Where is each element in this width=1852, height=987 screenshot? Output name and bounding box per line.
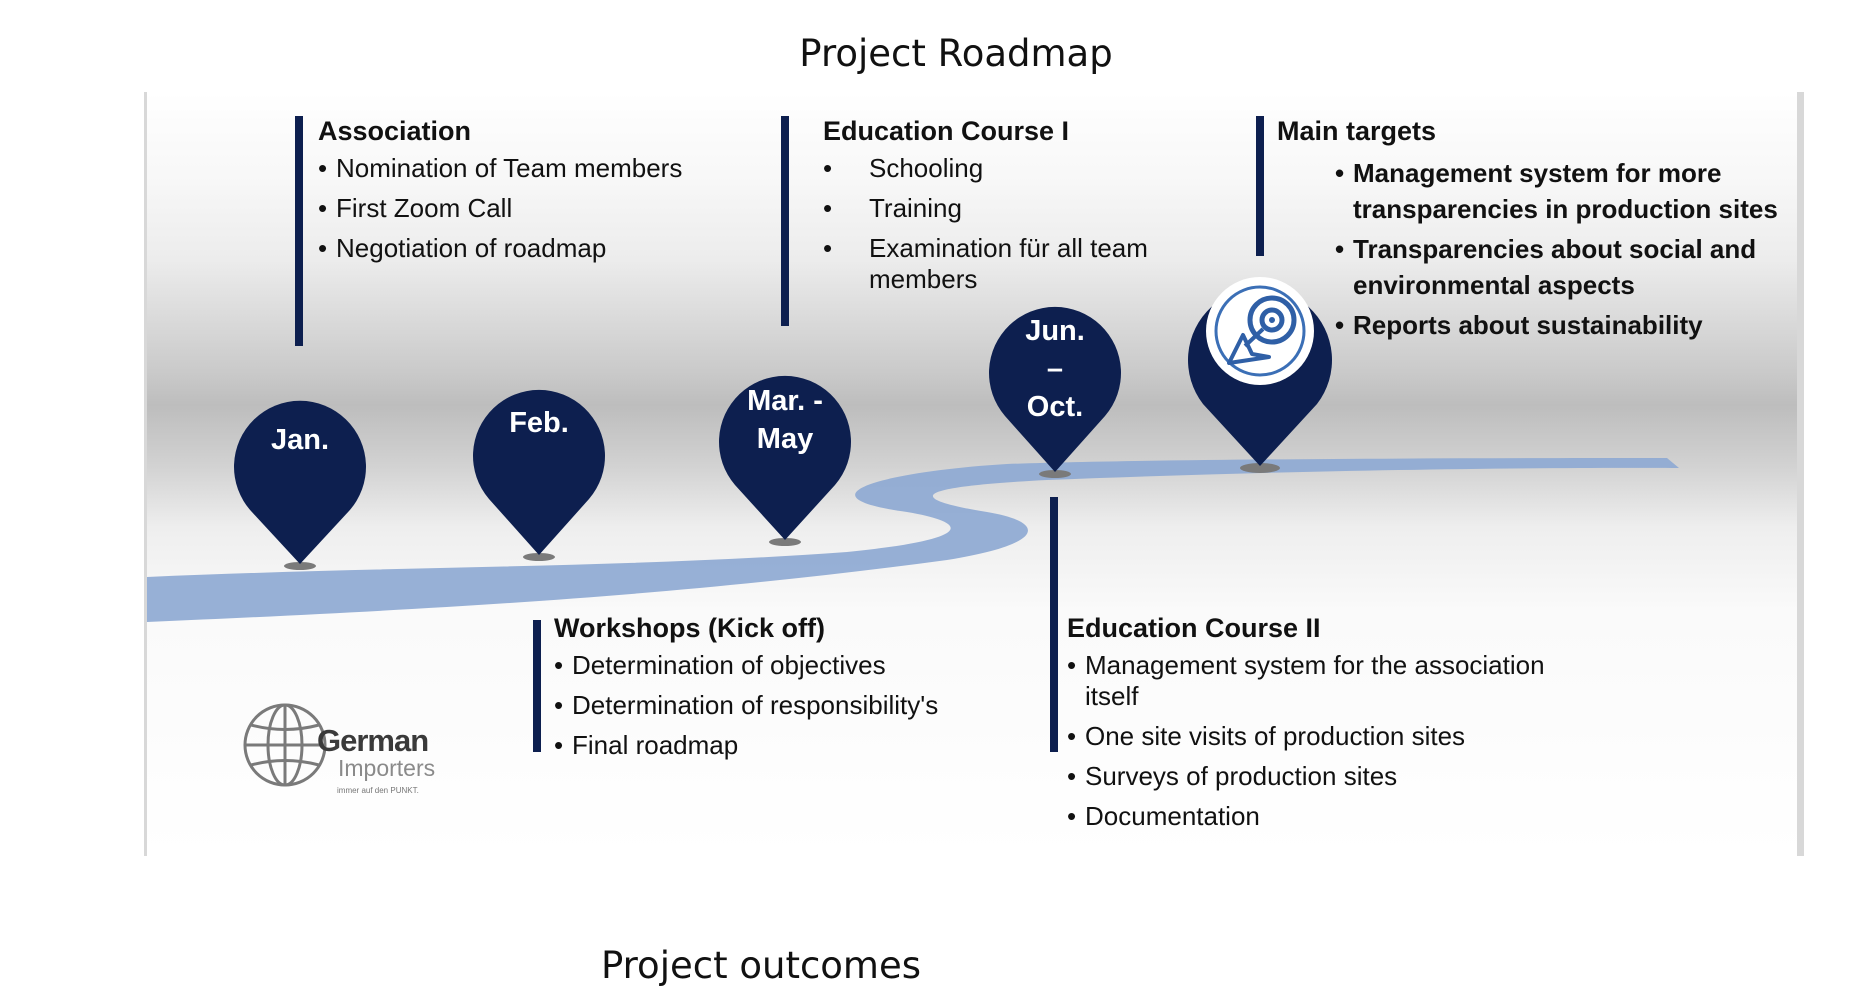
milestone-item: Management system for the association it… [1067, 650, 1587, 712]
connector-bar [781, 116, 789, 326]
milestone-education-course-1: Education Course I Schooling Training Ex… [823, 116, 1213, 304]
pin-jan [234, 400, 367, 564]
milestone-item: One site visits of production sites [1067, 721, 1587, 752]
pin-feb [473, 389, 605, 555]
connector-bar [1256, 116, 1264, 256]
roadmap-slide: Jan. Feb. Mar. - May Jun. – Oct. Associa… [144, 92, 1804, 856]
target-cursor-icon [1206, 277, 1314, 385]
pin-shadow [523, 553, 555, 561]
logo-name: German [317, 723, 429, 758]
pin-jun-oct [989, 306, 1121, 472]
milestone-item: Nomination of Team members [318, 153, 778, 184]
milestone-item: Reports about sustainability [1335, 307, 1797, 343]
milestone-heading: Association [318, 116, 472, 146]
globe-logo-icon [243, 703, 327, 787]
german-importers-logo: German Importers immer auf den PUNKT. [243, 702, 453, 812]
timeline-road [147, 458, 1679, 622]
roadmap-graphic [147, 116, 1679, 787]
pin-label-mar-may: Mar. - May [747, 385, 823, 455]
milestone-main-targets: Main targets Management system for more … [1277, 116, 1797, 347]
milestone-heading: Education Course II [1067, 613, 1321, 643]
milestone-heading: Main targets [1277, 116, 1437, 146]
milestone-item: Management system for more transparencie… [1335, 155, 1797, 227]
milestone-workshops: Workshops (Kick off) Determination of ob… [554, 613, 1054, 770]
milestone-item: Training [823, 193, 1213, 224]
connector-bar [295, 116, 303, 346]
milestone-item: Final roadmap [554, 730, 1054, 761]
page-title: Project Roadmap [799, 32, 1113, 75]
milestone-item: Determination of responsibility's [554, 690, 1054, 721]
pin-shadow [769, 538, 801, 546]
pin-shadow [1039, 470, 1071, 478]
milestone-item: Examination für all team members [823, 233, 1213, 295]
milestone-item: Negotiation of roadmap [318, 233, 778, 264]
pin-shadow [1240, 463, 1280, 473]
pin-shadow [284, 562, 316, 570]
section-title-outcomes: Project outcomes [601, 944, 922, 987]
connector-bar [533, 620, 541, 752]
milestone-item: First Zoom Call [318, 193, 778, 224]
milestone-item: Determination of objectives [554, 650, 1054, 681]
pin-label-jan: Jan. [270, 424, 330, 456]
milestone-item: Documentation [1067, 801, 1587, 832]
milestone-item: Schooling [823, 153, 1213, 184]
milestone-heading: Workshops (Kick off) [554, 613, 826, 643]
logo-tagline: immer auf den PUNKT. [337, 786, 419, 795]
connector-bar [1050, 497, 1058, 752]
milestone-heading: Education Course I [823, 116, 1070, 146]
milestone-item: Transparencies about social and environm… [1335, 231, 1797, 303]
pin-label-jun-oct: Jun. – Oct. [1025, 315, 1085, 423]
logo-subtitle: Importers [338, 755, 436, 781]
milestone-association: Association Nomination of Team members F… [318, 116, 778, 273]
pin-label-feb: Feb. [509, 407, 569, 439]
pin-mar-may [719, 375, 851, 540]
milestone-item: Surveys of production sites [1067, 761, 1587, 792]
milestone-education-course-2: Education Course II Management system fo… [1067, 613, 1587, 841]
